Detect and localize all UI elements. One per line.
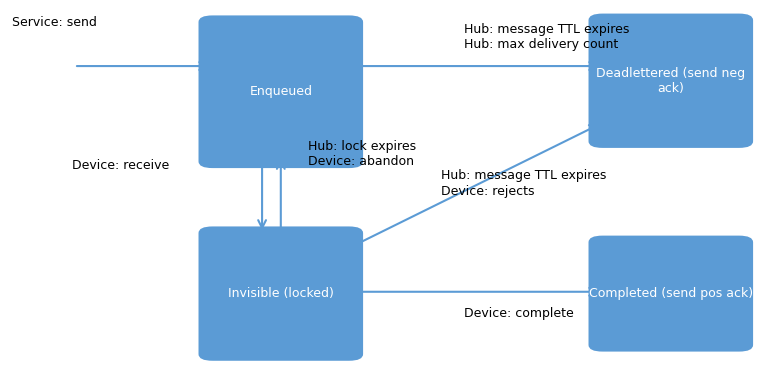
- FancyBboxPatch shape: [588, 14, 753, 148]
- Text: Enqueued: Enqueued: [250, 85, 312, 98]
- Text: Completed (send pos ack): Completed (send pos ack): [589, 287, 753, 300]
- FancyBboxPatch shape: [198, 226, 363, 361]
- FancyBboxPatch shape: [588, 236, 753, 352]
- FancyBboxPatch shape: [198, 15, 363, 168]
- Text: Hub: message TTL expires
Hub: max delivery count: Hub: message TTL expires Hub: max delive…: [464, 23, 629, 51]
- Text: Device: complete: Device: complete: [464, 307, 574, 320]
- Text: Service: send: Service: send: [12, 15, 97, 29]
- Text: Device: receive: Device: receive: [73, 159, 169, 172]
- Text: Deadlettered (send neg
ack): Deadlettered (send neg ack): [596, 67, 746, 95]
- Text: Hub: message TTL expires
Device: rejects: Hub: message TTL expires Device: rejects: [441, 170, 606, 197]
- Text: Invisible (locked): Invisible (locked): [228, 287, 334, 300]
- Text: Hub: lock expires
Device: abandon: Hub: lock expires Device: abandon: [308, 140, 417, 168]
